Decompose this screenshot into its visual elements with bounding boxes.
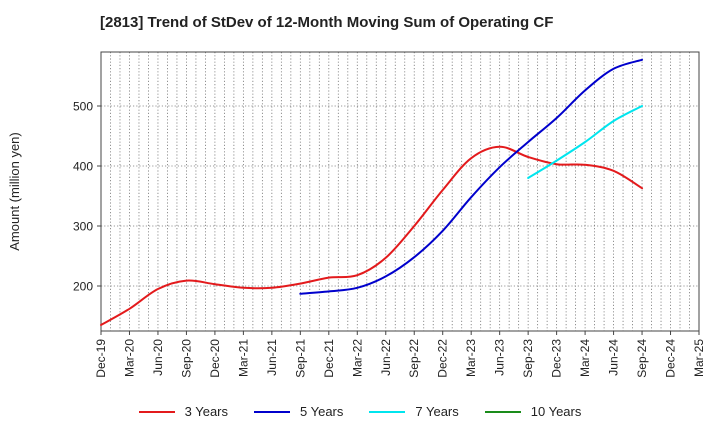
x-tick-label: Dec-21 (322, 339, 336, 378)
legend-label: 3 Years (184, 404, 228, 419)
legend-item-10-years: 10 Years (484, 404, 582, 419)
x-tick-label: Sep-24 (635, 339, 649, 378)
x-tick-label: Dec-19 (94, 339, 108, 378)
x-tick-label: Sep-23 (521, 339, 535, 378)
series-line-3-years (100, 145, 644, 326)
y-tick-label: 400 (73, 160, 93, 174)
x-tick-label: Dec-22 (436, 339, 450, 378)
x-tick-label: Dec-24 (664, 339, 678, 378)
y-axis-label: Amount (million yen) (7, 132, 22, 251)
x-tick-label: Jun-20 (151, 339, 165, 376)
x-tick-label: Mar-25 (692, 339, 706, 377)
legend-label: 10 Years (530, 404, 582, 419)
series-lines (100, 58, 644, 326)
chart-legend: 3 Years 5 Years 7 Years 10 Years (0, 404, 720, 419)
x-tick-label: Sep-22 (407, 339, 421, 378)
x-tick-label: Mar-24 (578, 339, 592, 377)
legend-item-3-years: 3 Years (138, 404, 228, 419)
x-tick-label: Sep-20 (179, 339, 193, 378)
legend-swatch (138, 410, 175, 413)
y-tick-label: 200 (73, 280, 93, 294)
x-tick-label: Mar-20 (122, 339, 136, 377)
x-tick-label: Mar-23 (464, 339, 478, 377)
legend-swatch (369, 410, 406, 413)
x-tick-label: Jun-21 (265, 339, 279, 376)
y-tick-label: 500 (73, 100, 93, 114)
x-tick-label: Jun-22 (379, 339, 393, 376)
legend-label: 7 Years (415, 404, 459, 419)
legend-swatch (484, 410, 521, 413)
y-axis-ticks: 200 300 400 500 (73, 100, 101, 294)
legend-label: 5 Years (300, 404, 344, 419)
plot-frame (100, 51, 700, 332)
y-tick-label: 300 (73, 220, 93, 234)
legend-swatch (254, 410, 290, 413)
legend-item-5-years: 5 Years (254, 404, 343, 419)
x-tick-label: Mar-21 (236, 339, 250, 377)
x-tick-label: Sep-21 (293, 339, 307, 378)
grid-lines (101, 52, 699, 331)
series-line-7-years (527, 105, 644, 179)
legend-item-7-years: 7 Years (369, 404, 459, 419)
x-axis-ticks: Dec-19 Mar-20 Jun-20 Sep-20 Dec-20 Mar-21 Jun-… (94, 331, 706, 378)
x-tick-label: Dec-23 (550, 339, 564, 378)
x-tick-label: Jun-23 (493, 339, 507, 376)
x-tick-label: Jun-24 (607, 339, 621, 376)
x-tick-label: Mar-22 (350, 339, 364, 377)
chart-title: [2813] Trend of StDev of 12-Month Moving… (100, 14, 554, 31)
x-tick-label: Dec-20 (208, 339, 222, 378)
series-line-5-years (299, 58, 644, 295)
